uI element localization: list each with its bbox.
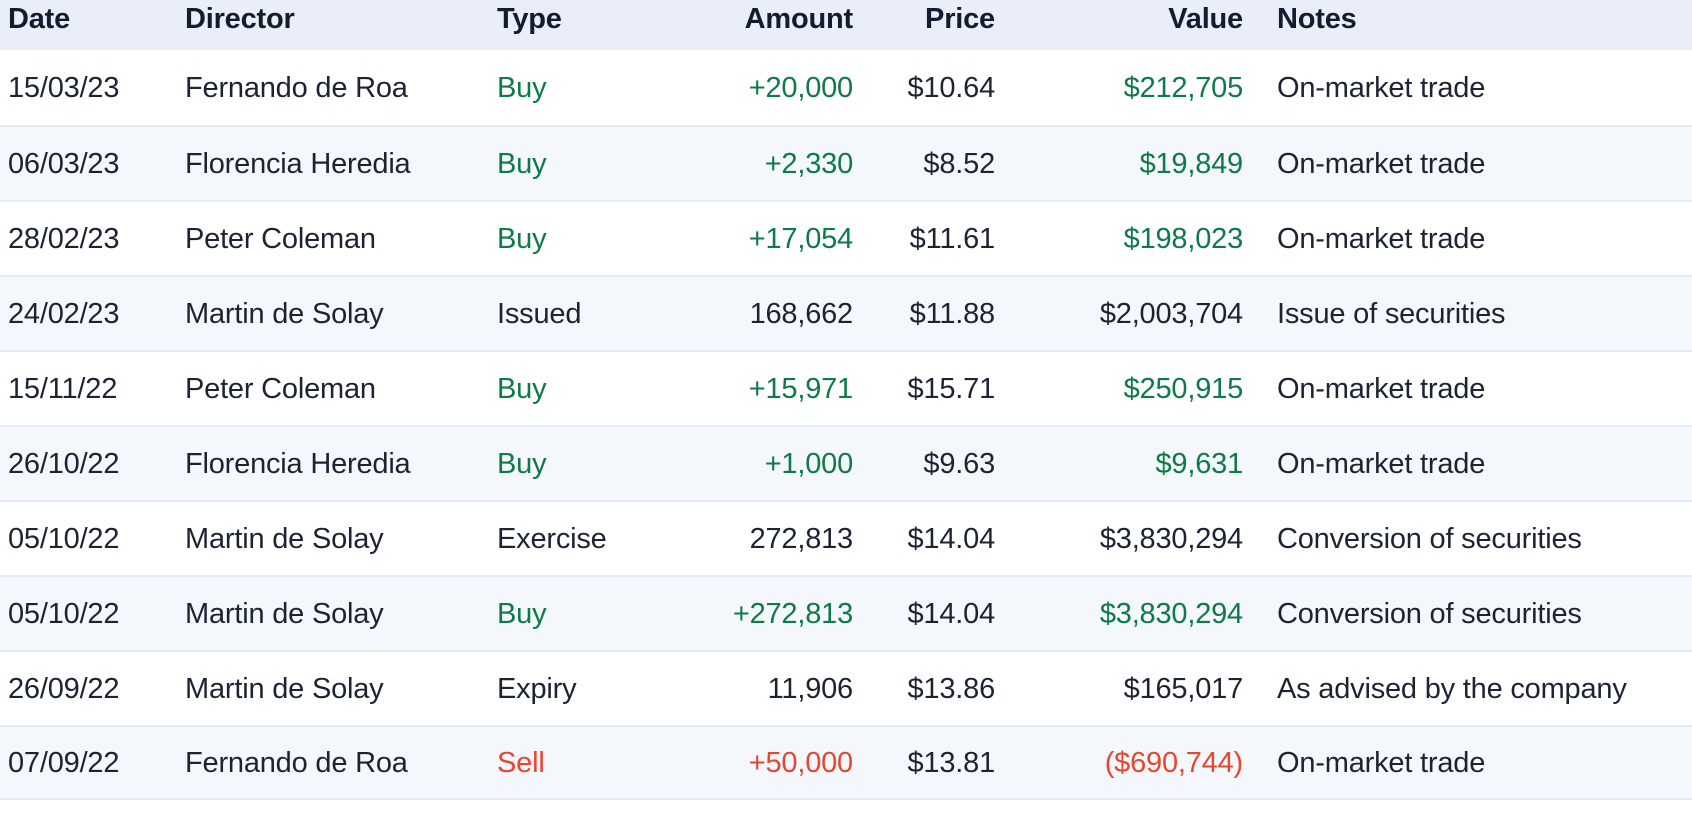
- cell-value: $3,830,294: [1099, 522, 1243, 555]
- cell-price: $11.88: [909, 297, 995, 330]
- cell-date: 15/11/22: [8, 372, 118, 405]
- cell-value: $212,705: [1123, 71, 1243, 104]
- cell-amount: +17,054: [748, 222, 853, 255]
- cell-date: 07/09/22: [8, 746, 120, 779]
- table-row: 07/09/22 Fernando de Roa Sell +50,000 $13.81…: [0, 725, 1692, 800]
- table-row: 15/11/22 Peter Coleman Buy +15,971 $15.71 $25…: [0, 350, 1692, 425]
- cell-price: $15.71: [907, 372, 996, 405]
- cell-director: Florencia Heredia: [185, 147, 411, 180]
- cell-value: $2,003,704: [1099, 297, 1243, 330]
- column-header-notes: Notes: [1277, 3, 1357, 35]
- column-header-director: Director: [185, 3, 295, 35]
- cell-notes: As advised by the company: [1277, 672, 1627, 705]
- cell-amount: 168,662: [749, 297, 853, 330]
- cell-date: 24/02/23: [8, 297, 120, 330]
- cell-amount: 272,813: [749, 522, 853, 555]
- cell-date: 06/03/23: [8, 147, 120, 180]
- cell-amount: +1,000: [764, 447, 853, 480]
- cell-type: Buy: [497, 147, 547, 180]
- cell-amount: 11,906: [767, 672, 853, 705]
- cell-director: Martin de Solay: [185, 522, 384, 555]
- cell-director: Fernando de Roa: [185, 746, 408, 779]
- column-header-date: Date: [8, 3, 71, 35]
- column-header-amount: Amount: [744, 3, 854, 35]
- table-row: 26/10/22 Florencia Heredia Buy +1,000 $9.63 $…: [0, 425, 1692, 500]
- cell-date: 26/10/22: [8, 447, 120, 480]
- cell-price: $10.64: [907, 71, 996, 104]
- cell-amount: +20,000: [748, 71, 853, 104]
- cell-notes: On-market trade: [1277, 222, 1486, 255]
- cell-price: $14.04: [907, 597, 996, 630]
- cell-director: Martin de Solay: [185, 672, 384, 705]
- cell-director: Fernando de Roa: [185, 71, 408, 104]
- cell-type: Sell: [497, 746, 545, 779]
- column-header-type: Type: [497, 3, 562, 35]
- cell-type: Buy: [497, 372, 547, 405]
- cell-value: $198,023: [1123, 222, 1243, 255]
- table-row: 05/10/22 Martin de Solay Exercise 272,813 $1…: [0, 500, 1692, 575]
- cell-date: 15/03/23: [8, 71, 120, 104]
- cell-price: $11.61: [909, 222, 995, 255]
- cell-type: Buy: [497, 222, 547, 255]
- cell-value: $9,631: [1155, 447, 1244, 480]
- table-body: 15/03/23 Fernando de Roa Buy +20,000 $10.64 $…: [0, 50, 1692, 800]
- cell-director: Martin de Solay: [185, 597, 384, 630]
- cell-type: Expiry: [497, 672, 577, 705]
- cell-notes: On-market trade: [1277, 746, 1486, 779]
- table-row: 06/03/23 Florencia Heredia Buy +2,330 $8.52 $…: [0, 125, 1692, 200]
- cell-notes: On-market trade: [1277, 147, 1486, 180]
- cell-price: $13.81: [907, 746, 996, 779]
- cell-amount: +2,330: [764, 147, 853, 180]
- cell-director: Martin de Solay: [185, 297, 384, 330]
- cell-value: $3,830,294: [1099, 597, 1243, 630]
- column-header-price: Price: [925, 3, 995, 35]
- table-row: 24/02/23 Martin de Solay Issued 168,662 $11.…: [0, 275, 1692, 350]
- cell-notes: On-market trade: [1277, 447, 1486, 480]
- cell-price: $14.04: [907, 522, 996, 555]
- table-row: 26/09/22 Martin de Solay Expiry 11,906 $13.8…: [0, 650, 1692, 725]
- cell-type: Buy: [497, 71, 547, 104]
- cell-type: Exercise: [497, 522, 607, 555]
- cell-date: 05/10/22: [8, 597, 120, 630]
- cell-notes: Issue of securities: [1277, 297, 1506, 330]
- cell-director: Peter Coleman: [185, 372, 376, 405]
- column-header-value: Value: [1168, 3, 1243, 35]
- cell-amount: +50,000: [748, 746, 853, 779]
- cell-value: $165,017: [1123, 672, 1243, 705]
- cell-price: $13.86: [907, 672, 996, 705]
- cell-director: Florencia Heredia: [185, 447, 411, 480]
- cell-value: ($690,744): [1104, 746, 1243, 779]
- cell-price: $8.52: [923, 147, 995, 180]
- cell-value: $19,849: [1139, 147, 1243, 180]
- cell-notes: Conversion of securities: [1277, 522, 1582, 555]
- cell-value: $250,915: [1123, 372, 1243, 405]
- cell-type: Buy: [497, 597, 547, 630]
- table-row: 15/03/23 Fernando de Roa Buy +20,000 $10.64 $…: [0, 50, 1692, 125]
- cell-date: 05/10/22: [8, 522, 120, 555]
- cell-date: 28/02/23: [8, 222, 120, 255]
- table-header-row: Date Director Type Amount Price Value No…: [0, 0, 1692, 50]
- cell-type: Issued: [497, 297, 582, 330]
- cell-type: Buy: [497, 447, 547, 480]
- cell-amount: +15,971: [748, 372, 853, 405]
- cell-notes: Conversion of securities: [1277, 597, 1582, 630]
- cell-amount: +272,813: [732, 597, 853, 630]
- cell-price: $9.63: [923, 447, 995, 480]
- cell-notes: On-market trade: [1277, 372, 1486, 405]
- cell-notes: On-market trade: [1277, 71, 1486, 104]
- table-row: 28/02/23 Peter Coleman Buy +17,054 $11.61 $19…: [0, 200, 1692, 275]
- cell-director: Peter Coleman: [185, 222, 376, 255]
- cell-date: 26/09/22: [8, 672, 120, 705]
- table-row: 05/10/22 Martin de Solay Buy +272,813 $14.04…: [0, 575, 1692, 650]
